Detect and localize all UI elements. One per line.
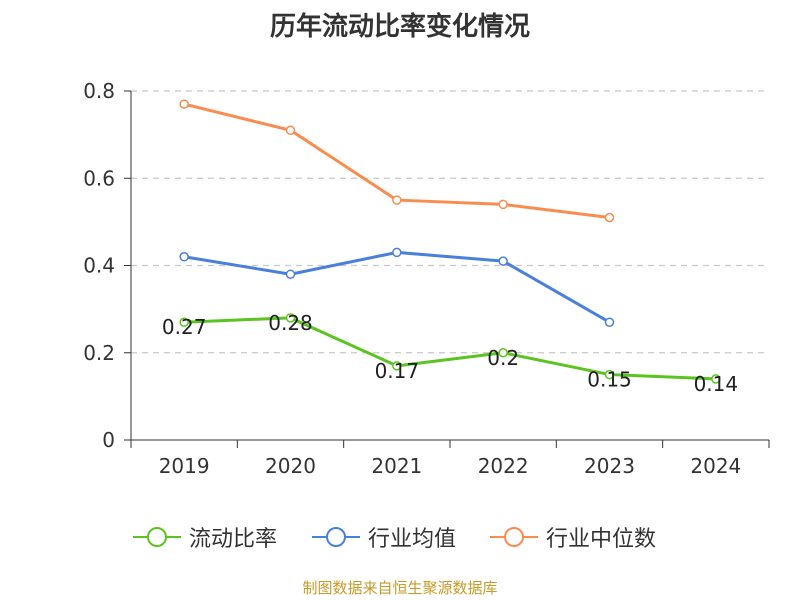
data-point [285,269,296,279]
x-tick-label: 2023 [584,454,635,478]
data-label: 0.17 [375,359,420,383]
series-line [184,316,716,381]
data-point [179,317,189,327]
legend-marker-industry-mean [312,527,360,547]
y-tick-label: 0.6 [83,166,115,190]
line-chart: 0 0.2 0.4 0.6 0.8 2019 2020 2021 2022 2023 2024 0.2… [83,79,770,478]
x-tick-label: 2020 [265,454,316,478]
data-point [604,212,615,223]
y-tick-label: 0.8 [83,79,115,103]
chart-title: 历年流动比率变化情况 [269,12,530,42]
y-tick-label: 0 [102,428,115,452]
legend-marker-industry-median [490,527,538,547]
legend-item-current-ratio[interactable]: 流动比率 [133,520,277,554]
data-point [498,199,508,210]
data-point [498,348,508,358]
x-tick-label: 2022 [478,454,529,478]
legend-item-industry-mean[interactable]: 行业均值 [312,520,456,554]
data-label: 0.15 [587,368,632,392]
data-point [711,374,721,384]
legend-label: 流动比率 [189,527,278,552]
data-point [392,195,402,205]
legend-label: 行业均值 [368,527,457,552]
data-point [285,125,296,136]
chart-legend: 流动比率 行业均值 行业中位数 [0,520,800,554]
data-point [604,369,615,380]
data-label: 0.2 [487,346,519,370]
data-point [604,317,615,327]
legend-marker-current-ratio [133,527,181,547]
series-line [183,250,611,324]
data-label: 0.28 [268,311,313,335]
data-label: 0.14 [694,372,739,396]
data-point [285,313,296,323]
y-tick-label: 0.4 [83,254,115,278]
x-tick-label: 2021 [371,454,422,478]
x-tick-label: 2024 [690,454,741,478]
data-point [498,256,508,266]
data-point [392,247,402,258]
y-tick-label: 0.2 [83,341,115,365]
data-point [179,252,189,262]
x-tick-label: 2019 [159,454,210,478]
data-label: 0.27 [162,315,207,339]
data-source-note: 制图数据来自恒生聚源数据库 [302,579,498,597]
legend-label: 行业中位数 [546,527,657,552]
data-point [179,99,189,109]
legend-item-industry-median[interactable]: 行业中位数 [490,520,656,554]
data-point [392,361,402,371]
